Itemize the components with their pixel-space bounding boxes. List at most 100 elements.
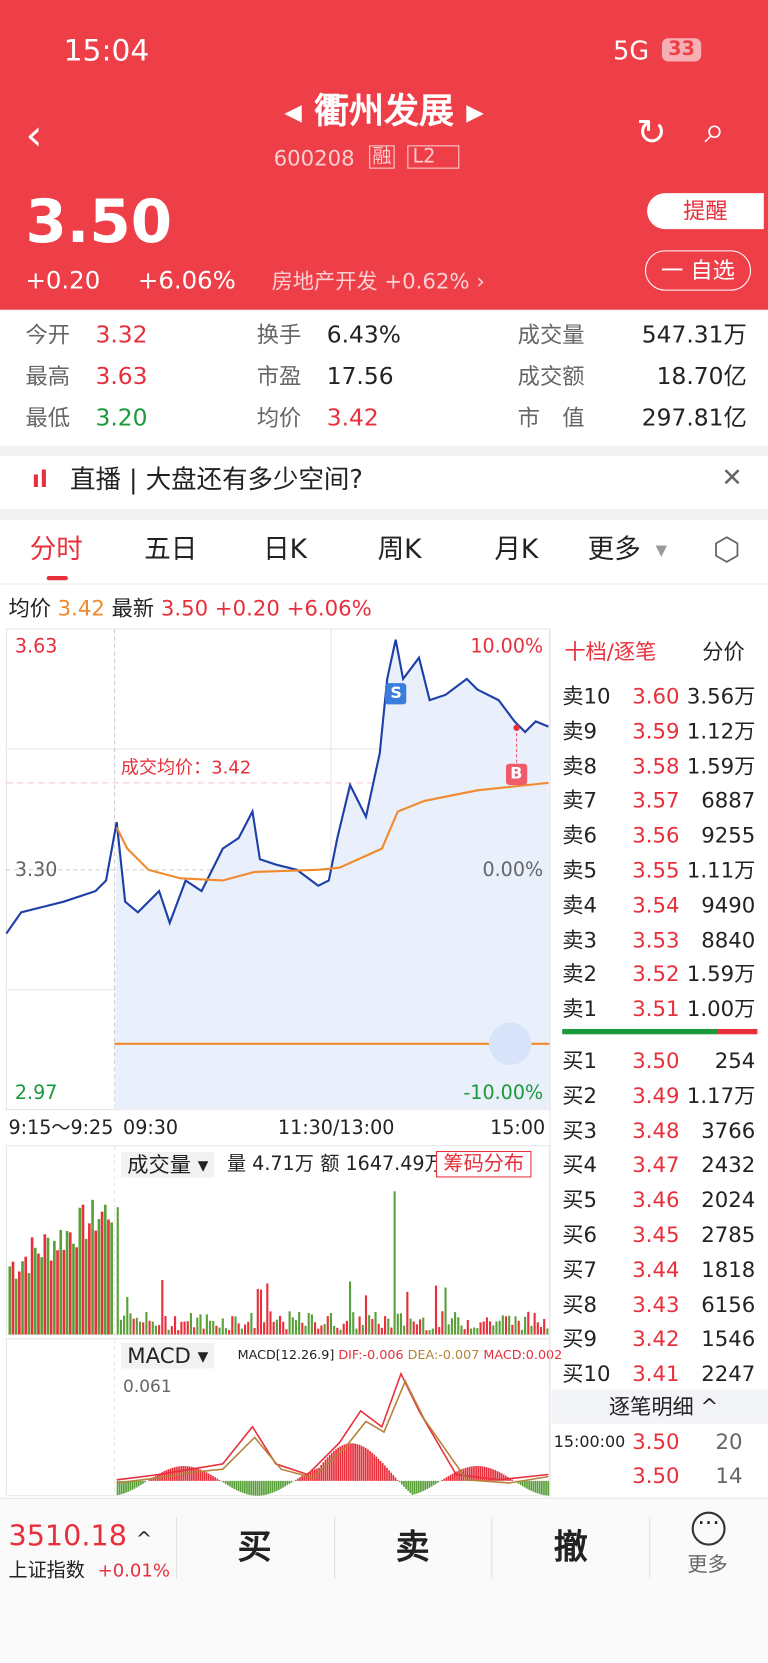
alert-button[interactable]: 提醒 — [647, 193, 764, 230]
macd-info: MACD[12.26.9] DIF:-0.006 DEA:-0.007 MACD… — [238, 1348, 563, 1361]
stat-value: 3.32 — [95, 322, 148, 350]
refresh-button[interactable]: ↻ — [636, 111, 667, 154]
macd-bar — [256, 1480, 259, 1496]
macd-bar — [468, 1466, 471, 1481]
header-bg — [0, 0, 768, 310]
bid-label: 买6 — [562, 1222, 597, 1248]
order-volume: 1.12万 — [686, 717, 756, 744]
macd-bar — [148, 1479, 151, 1481]
order-volume: 8840 — [701, 926, 756, 953]
macd-bar — [502, 1474, 505, 1481]
macd-bar — [171, 1467, 174, 1481]
stat-label: 成交额 — [517, 363, 585, 390]
macd-bar — [212, 1476, 214, 1481]
stat-label: 成交量 — [517, 322, 585, 348]
volume-bar — [504, 1316, 508, 1335]
macd-bar — [120, 1480, 123, 1495]
macd-scale: 0.061 — [123, 1375, 172, 1397]
order-book-tab[interactable]: 分价 — [702, 638, 745, 665]
volume-bar — [275, 1319, 278, 1335]
volume-bar — [142, 1322, 145, 1335]
search-button[interactable]: ⌕ — [704, 109, 725, 152]
volume-bar-bg — [37, 1253, 40, 1335]
more-icon[interactable]: ··· — [691, 1511, 726, 1546]
tab[interactable]: 五日 — [144, 533, 198, 565]
ask-label: 卖3 — [562, 926, 597, 953]
divider — [549, 629, 551, 1499]
volume-bar-bg — [100, 1211, 104, 1335]
volume-bar — [396, 1313, 399, 1335]
macd-bar — [426, 1480, 429, 1489]
detail-title[interactable]: 逐笔明细 ^ — [608, 1393, 719, 1420]
volume-volume: 量 4.71万 — [227, 1153, 314, 1176]
order-volume: 2247 — [701, 1361, 756, 1387]
tab[interactable]: 更多 — [587, 533, 641, 565]
volume-bar — [282, 1321, 285, 1335]
macd-bar — [222, 1480, 225, 1483]
order-volume: 3766 — [701, 1117, 756, 1144]
tab[interactable]: 日K — [263, 533, 308, 565]
volume-bar-bg — [30, 1237, 34, 1335]
volume-bar-bg — [43, 1234, 47, 1335]
macd-macd: MACD:0.002 — [483, 1347, 563, 1363]
macd-bar — [367, 1449, 369, 1481]
tab[interactable]: 周K — [377, 533, 422, 565]
more-label[interactable]: 更多 — [687, 1553, 728, 1577]
y-top: 3.63 — [14, 635, 58, 658]
change-pct: +6.06% — [137, 267, 236, 295]
macd-bar — [318, 1467, 320, 1481]
tab[interactable]: 分时 — [29, 533, 83, 565]
volume-title[interactable]: 成交量 ▾ — [120, 1152, 215, 1178]
macd-bar — [288, 1480, 291, 1484]
volume-bar-bg — [49, 1260, 53, 1335]
tab[interactable]: 月K — [494, 533, 539, 565]
macd-bar — [354, 1443, 357, 1481]
volume-bar — [158, 1325, 161, 1335]
watch-button[interactable]: 一 自选 — [644, 250, 752, 291]
macd-bar — [534, 1480, 537, 1493]
index-name: 上证指数 — [8, 1559, 85, 1582]
chip-button[interactable]: 筹码分布 — [435, 1150, 532, 1178]
macd-bar — [350, 1443, 352, 1481]
stock-code: 600208 — [273, 145, 355, 171]
index-value[interactable]: 3510.18 ^ — [8, 1520, 153, 1554]
volume-bar — [447, 1324, 450, 1335]
action-button[interactable]: 买 — [237, 1526, 272, 1567]
volume-bar — [224, 1328, 228, 1335]
volume-bar — [511, 1324, 514, 1335]
ratio-bar-green — [562, 1028, 718, 1035]
stat-label: 换手 — [256, 322, 302, 348]
macd-params: MACD[12.26.9] — [237, 1347, 335, 1363]
sector[interactable]: 房地产开发 +0.62% › — [271, 268, 485, 294]
news-text[interactable]: 直播 | 大盘还有多少空间? — [70, 464, 363, 495]
action-button[interactable]: 撤 — [553, 1526, 588, 1567]
order-price: 3.57 — [632, 787, 680, 813]
volume-bar — [406, 1291, 409, 1335]
stat-value: 3.42 — [326, 405, 379, 432]
settings-button[interactable]: ⬡ — [712, 531, 741, 569]
price: 3.50 — [25, 187, 173, 257]
macd-dif: DIF:-0.006 — [338, 1347, 404, 1363]
volume-bar — [291, 1317, 294, 1335]
volume-bar — [364, 1295, 368, 1335]
macd-bar — [137, 1480, 140, 1487]
macd-bar — [333, 1450, 335, 1481]
volume-bar — [301, 1322, 304, 1335]
stat-label: 市 值 — [517, 405, 585, 431]
volume-bar — [320, 1325, 323, 1335]
ask-label: 卖5 — [562, 857, 597, 883]
button-divider — [491, 1516, 493, 1579]
macd-title[interactable]: MACD ▾ — [120, 1342, 215, 1369]
volume-bar — [393, 1191, 396, 1335]
action-button[interactable]: 卖 — [395, 1526, 430, 1567]
back-button[interactable]: ‹ — [25, 111, 43, 161]
macd-bar — [392, 1475, 395, 1481]
time-label: 15:00 — [490, 1117, 546, 1140]
volume-bar — [342, 1323, 345, 1335]
order-price: 3.50 — [632, 1048, 680, 1074]
order-volume: 9255 — [701, 822, 756, 848]
volume-bar — [466, 1320, 469, 1335]
macd-bar — [454, 1472, 456, 1481]
order-book-title[interactable]: 十档/逐笔 — [564, 638, 657, 665]
close-button[interactable]: ✕ — [721, 462, 743, 493]
